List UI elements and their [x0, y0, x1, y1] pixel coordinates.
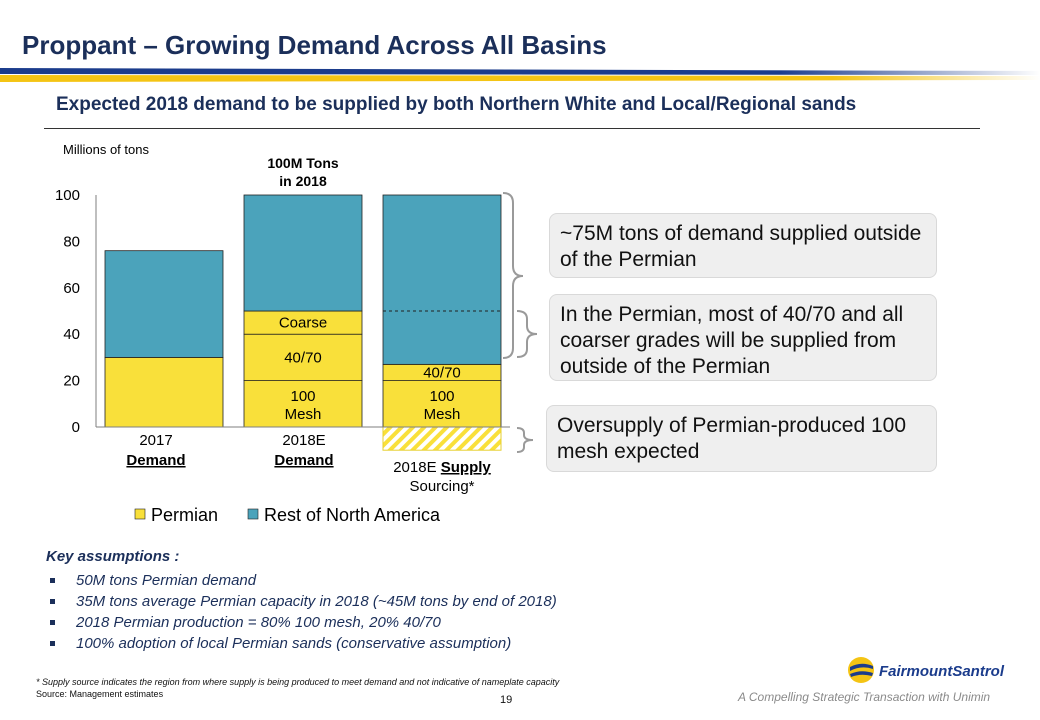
- callout-oversupply: Oversupply of Permian-produced 100 mesh …: [546, 405, 937, 472]
- bullet-icon: [50, 620, 55, 625]
- unit-label: Millions of tons: [63, 142, 149, 157]
- x-category-label: Demand: [126, 452, 185, 469]
- brace-icon: [502, 192, 524, 359]
- segment-label: 40/70: [284, 349, 322, 366]
- bar-segment: [382, 380, 502, 428]
- legend-label: Rest of North America: [264, 505, 441, 525]
- title-underline-bar: [0, 68, 1040, 82]
- segment-label: 100: [290, 388, 315, 405]
- x-category-label: 2018E: [282, 432, 325, 449]
- x-category-label: 2018E Supply: [393, 459, 491, 476]
- segment-label: 40/70: [423, 364, 461, 381]
- bullet-icon: [50, 599, 55, 604]
- source-note: Source: Management estimates: [36, 689, 164, 699]
- assumptions-list: 50M tons Permian demand 35M tons average…: [46, 570, 557, 654]
- bullet-icon: [50, 641, 55, 646]
- top-annotation: 100M Tons: [267, 155, 339, 171]
- brace-icon: [516, 310, 538, 358]
- segment-label: 100: [429, 388, 454, 405]
- callout-outside-permian: ~75M tons of demand supplied outside of …: [549, 213, 937, 278]
- logo-mark-icon: FairmountSantrol: [848, 657, 1005, 683]
- slide-title: Proppant – Growing Demand Across All Bas…: [22, 30, 607, 60]
- page-number: 19: [500, 694, 513, 706]
- bar-segment: [104, 356, 224, 428]
- bullet-icon: [50, 578, 55, 583]
- y-tick-label: 60: [63, 280, 80, 297]
- assumption-item: 50M tons Permian demand: [46, 570, 557, 591]
- x-category-label: Sourcing*: [409, 478, 474, 495]
- assumption-text: 35M tons average Permian capacity in 201…: [76, 593, 557, 610]
- legend-label: Permian: [151, 505, 218, 525]
- x-category-label: Demand: [274, 452, 333, 469]
- company-logo: FairmountSantrol: [846, 655, 1016, 692]
- legend-swatch-rest-of-na: [247, 508, 259, 520]
- segment-label: Mesh: [285, 406, 322, 423]
- y-tick-label: 0: [72, 419, 80, 436]
- assumptions-heading: Key assumptions :: [46, 548, 180, 565]
- bar-segment: [104, 250, 224, 358]
- bar-segment: [243, 194, 363, 312]
- y-tick-label: 20: [63, 373, 80, 390]
- bar-segment: [382, 194, 502, 365]
- brace-icon: [516, 427, 534, 453]
- assumption-item: 2018 Permian production = 80% 100 mesh, …: [46, 612, 557, 633]
- subtitle-divider: [44, 128, 980, 129]
- bar-segment: [243, 333, 363, 382]
- y-tick-label: 100: [55, 187, 80, 204]
- segment-label: Coarse: [279, 315, 327, 332]
- assumption-text: 2018 Permian production = 80% 100 mesh, …: [76, 614, 441, 631]
- y-tick-label: 40: [63, 326, 80, 343]
- footnote: * Supply source indicates the region fro…: [36, 677, 560, 687]
- tagline: A Compelling Strategic Transaction with …: [738, 690, 991, 704]
- top-annotation: in 2018: [279, 173, 327, 189]
- bar-segment: [382, 426, 502, 451]
- stacked-bar-chart: Millions of tons020406080100100Mesh40/70…: [55, 142, 538, 525]
- y-tick-label: 80: [63, 233, 80, 250]
- assumption-item: 100% adoption of local Permian sands (co…: [46, 633, 557, 654]
- assumption-item: 35M tons average Permian capacity in 201…: [46, 591, 557, 612]
- callout-permian-grades: In the Permian, most of 40/70 and all co…: [549, 294, 937, 381]
- x-category-label: 2017: [139, 432, 172, 449]
- assumption-text: 50M tons Permian demand: [76, 572, 257, 589]
- segment-label: Mesh: [424, 406, 461, 423]
- legend-swatch-permian: [134, 508, 146, 520]
- logo-wordmark: FairmountSantrol: [879, 663, 1005, 680]
- assumption-text: 100% adoption of local Permian sands (co…: [76, 635, 512, 652]
- slide-subtitle: Expected 2018 demand to be supplied by b…: [56, 94, 857, 115]
